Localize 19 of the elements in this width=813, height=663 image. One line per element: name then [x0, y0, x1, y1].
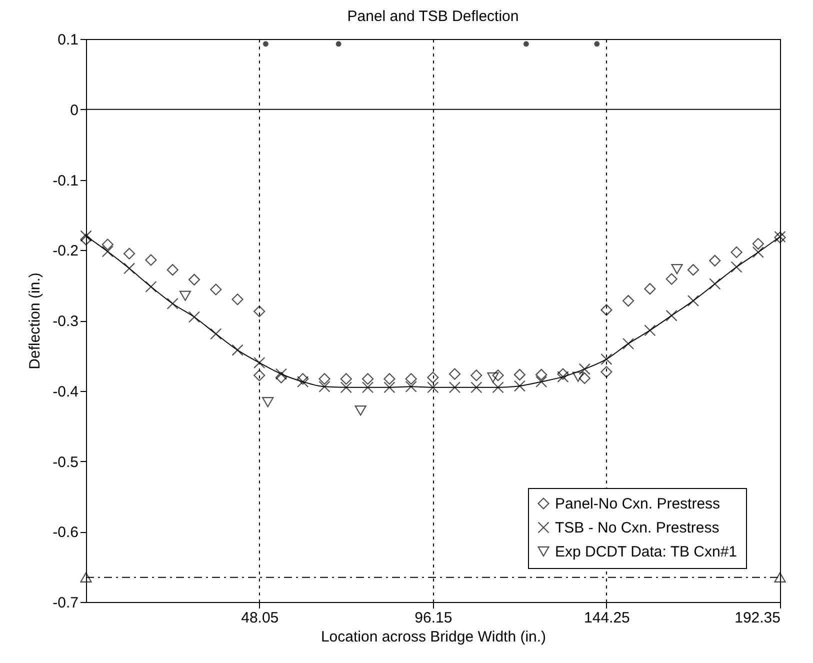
y-axis-title: Deflection (in.) — [26, 272, 44, 370]
x-tick-label: 48.05 — [241, 610, 279, 626]
y-tick-label: -0.4 — [52, 383, 78, 400]
x-axis-title: Location across Bridge Width (in.) — [320, 628, 546, 646]
y-tick-label: 0.1 — [58, 32, 78, 48]
y-tick-label: -0.1 — [52, 172, 78, 190]
legend-label: Panel-No Cxn. Prestress — [555, 496, 720, 512]
y-tick-label: -0.3 — [52, 313, 78, 330]
x-tick-label: 96.15 — [414, 610, 452, 626]
y-tick-label: 0 — [70, 102, 78, 119]
legend-label: TSB - No Cxn. Prestress — [555, 520, 720, 536]
x-tick-label: 192.35 — [734, 610, 780, 626]
y-tick-label: -0.7 — [52, 594, 78, 612]
y-tick-label: -0.2 — [52, 242, 78, 260]
y-tick-label: -0.5 — [52, 454, 78, 471]
chart-title: Panel and TSB Deflection — [347, 8, 519, 25]
x-tick-label: 144.25 — [584, 610, 630, 626]
legend-label: Exp DCDT Data: TB Cxn#1 — [555, 544, 738, 560]
y-tick-label: -0.6 — [52, 524, 78, 542]
